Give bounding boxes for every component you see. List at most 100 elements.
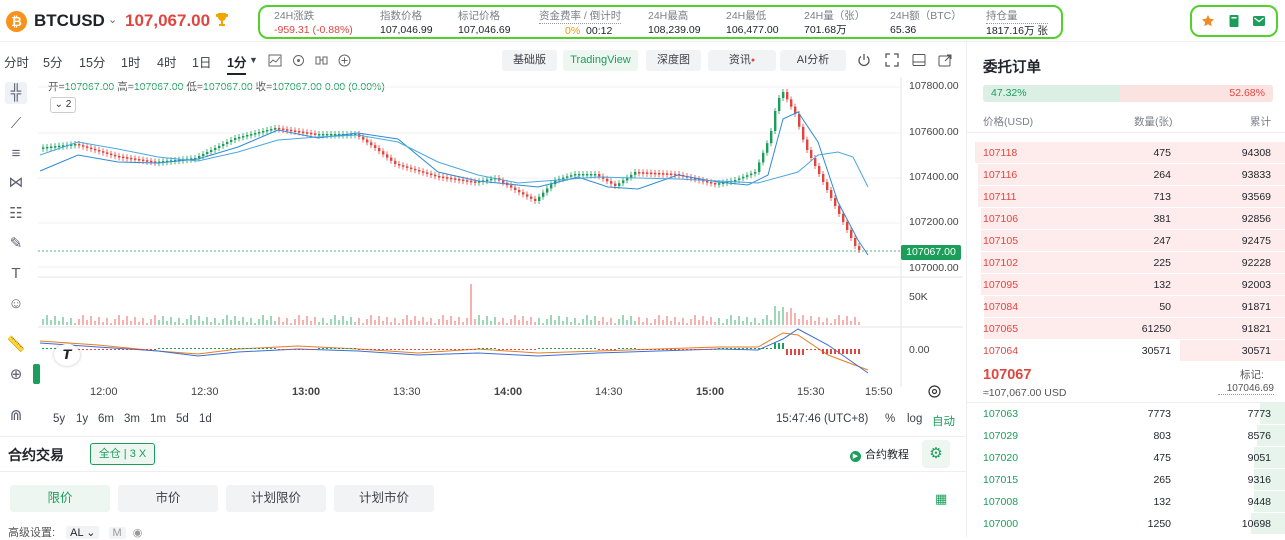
macd-bar bbox=[858, 349, 860, 354]
macd-bar bbox=[698, 349, 700, 350]
adv-select[interactable]: AL ⌄ bbox=[66, 526, 100, 539]
compare-icon[interactable] bbox=[315, 54, 328, 67]
tab-market[interactable]: 市价 bbox=[118, 485, 218, 512]
position-mode-button[interactable]: 全仓 | 3 X bbox=[90, 443, 155, 465]
tradingview-logo-icon[interactable]: 𝙏 bbox=[54, 344, 80, 366]
ask-row[interactable]: 107116 264 93833 bbox=[975, 164, 1285, 186]
caret-down-icon[interactable]: ▼ bbox=[249, 55, 258, 65]
interval-1d[interactable]: 1日 bbox=[192, 56, 212, 70]
candle bbox=[534, 198, 537, 201]
add-icon[interactable] bbox=[338, 54, 351, 67]
interval-1m-selected[interactable]: 1分 bbox=[227, 52, 247, 75]
fib-icon[interactable]: ☷ bbox=[9, 205, 23, 222]
bid-row[interactable]: 107000 1250 10698 bbox=[975, 513, 1285, 535]
book-icon[interactable] bbox=[1227, 14, 1241, 28]
symbol-selector[interactable]: BTCUSD bbox=[34, 11, 105, 30]
ask-row[interactable]: 107102 225 92228 bbox=[975, 252, 1285, 274]
ask-row[interactable]: 107065 61250 91821 bbox=[975, 318, 1285, 340]
zoom-icon[interactable]: ⊕ bbox=[9, 366, 23, 383]
layout-icon[interactable] bbox=[912, 53, 926, 67]
ask-row[interactable]: 107105 247 92475 bbox=[975, 230, 1285, 252]
ruler-icon[interactable]: 📏 bbox=[6, 336, 26, 353]
chart-type-icon[interactable] bbox=[268, 54, 282, 67]
bid-row[interactable]: 107015 265 9316 bbox=[975, 469, 1285, 491]
bid-row[interactable]: 107029 803 8576 bbox=[975, 425, 1285, 447]
brush-icon[interactable]: ✎ bbox=[9, 235, 23, 252]
tradingview-button[interactable]: TradingView bbox=[563, 50, 638, 71]
eye-icon[interactable]: ◉ bbox=[132, 527, 143, 539]
ai-analysis-button[interactable]: AI分析 bbox=[780, 50, 846, 71]
ask-row[interactable]: 107064 30571 30571 bbox=[975, 340, 1285, 362]
bid-row[interactable]: 107063 7773 7773 bbox=[975, 403, 1285, 425]
stat-funding-rate[interactable]: 资金费率 / 倒计时 0% 00:12 bbox=[539, 10, 622, 37]
settings-icon[interactable] bbox=[927, 384, 942, 399]
toolbar-collapse-handle[interactable] bbox=[33, 364, 40, 384]
candle bbox=[290, 129, 293, 132]
volume-bar bbox=[742, 321, 744, 325]
range-3m[interactable]: 3m bbox=[124, 413, 140, 425]
volume-bar bbox=[118, 315, 120, 325]
tutorial-link[interactable]: ▶ 合约教程 bbox=[850, 446, 909, 462]
macd-bar bbox=[694, 349, 696, 350]
trendline-icon[interactable]: ⟋ bbox=[10, 115, 22, 132]
share-icon[interactable] bbox=[938, 53, 952, 67]
crosshair-icon[interactable]: ╬ bbox=[5, 82, 27, 104]
price-chart[interactable] bbox=[38, 77, 963, 407]
bid-row[interactable]: 107020 475 9051 bbox=[975, 447, 1285, 469]
basic-view-button[interactable]: 基础版 bbox=[502, 50, 557, 71]
pattern-icon[interactable]: ⋈ bbox=[8, 174, 24, 191]
range-5d[interactable]: 5d bbox=[176, 413, 189, 425]
depth-chart-button[interactable]: 深度图 bbox=[646, 50, 701, 71]
interval-timeshare[interactable]: 分时 bbox=[4, 56, 30, 70]
trophy-icon[interactable] bbox=[215, 12, 229, 28]
macd-bar bbox=[246, 348, 248, 349]
volume-bar bbox=[690, 319, 692, 325]
star-icon[interactable] bbox=[1201, 14, 1215, 28]
magnet-icon[interactable]: ⋒ bbox=[9, 407, 23, 424]
news-button[interactable]: 资讯● bbox=[708, 50, 776, 71]
range-1y[interactable]: 1y bbox=[76, 413, 89, 425]
tab-plan-market[interactable]: 计划市价 bbox=[334, 485, 434, 512]
range-5y[interactable]: 5y bbox=[53, 413, 66, 425]
interval-15m[interactable]: 15分 bbox=[79, 56, 106, 70]
parallel-lines-icon[interactable]: ≡ bbox=[11, 145, 21, 162]
log-scale-toggle[interactable]: log bbox=[907, 413, 923, 425]
row-cumulative: 9316 bbox=[1247, 474, 1271, 486]
legend-collapse-button[interactable]: ⌄ 2 bbox=[50, 97, 76, 113]
fullscreen-icon[interactable] bbox=[885, 53, 899, 67]
range-6m[interactable]: 6m bbox=[98, 413, 114, 425]
interval-4h[interactable]: 4时 bbox=[157, 56, 177, 70]
volume-bar bbox=[474, 319, 476, 325]
volume-bar bbox=[62, 317, 64, 325]
volume-bar bbox=[634, 321, 636, 325]
trade-settings-icon[interactable]: ⚙ bbox=[922, 440, 950, 468]
mail-icon[interactable] bbox=[1252, 14, 1266, 28]
indicator-icon[interactable] bbox=[292, 54, 305, 67]
chevron-down-icon[interactable]: ⌄ bbox=[108, 14, 118, 26]
interval-5m[interactable]: 5分 bbox=[43, 56, 63, 70]
ask-row[interactable]: 107111 713 93569 bbox=[975, 186, 1285, 208]
ask-row[interactable]: 107084 50 91871 bbox=[975, 296, 1285, 318]
volume-bar bbox=[846, 316, 848, 325]
adv-m-toggle[interactable]: M bbox=[108, 527, 126, 539]
ask-row[interactable]: 107118 475 94308 bbox=[975, 142, 1285, 164]
interval-1h[interactable]: 1时 bbox=[121, 56, 141, 70]
emoji-icon[interactable]: ☺ bbox=[8, 295, 24, 312]
power-icon[interactable] bbox=[857, 53, 871, 67]
tab-plan-limit[interactable]: 计划限价 bbox=[226, 485, 326, 512]
range-1d[interactable]: 1d bbox=[199, 413, 212, 425]
auto-scale-toggle[interactable]: 自动 bbox=[932, 416, 955, 428]
candle bbox=[394, 160, 397, 164]
x-axis-label: 14:00 bbox=[494, 386, 523, 398]
ask-row[interactable]: 107106 381 92856 bbox=[975, 208, 1285, 230]
grid-icon[interactable]: ▦ bbox=[935, 491, 948, 506]
text-icon[interactable]: T bbox=[11, 265, 21, 282]
volume-bar bbox=[790, 308, 792, 325]
candle bbox=[622, 180, 625, 184]
ask-row[interactable]: 107095 132 92003 bbox=[975, 274, 1285, 296]
bid-row[interactable]: 107008 132 9448 bbox=[975, 491, 1285, 513]
row-price: 107106 bbox=[983, 213, 1019, 225]
tab-limit[interactable]: 限价 bbox=[10, 485, 110, 512]
percent-scale-toggle[interactable]: % bbox=[885, 413, 896, 425]
range-1m[interactable]: 1m bbox=[150, 413, 166, 425]
